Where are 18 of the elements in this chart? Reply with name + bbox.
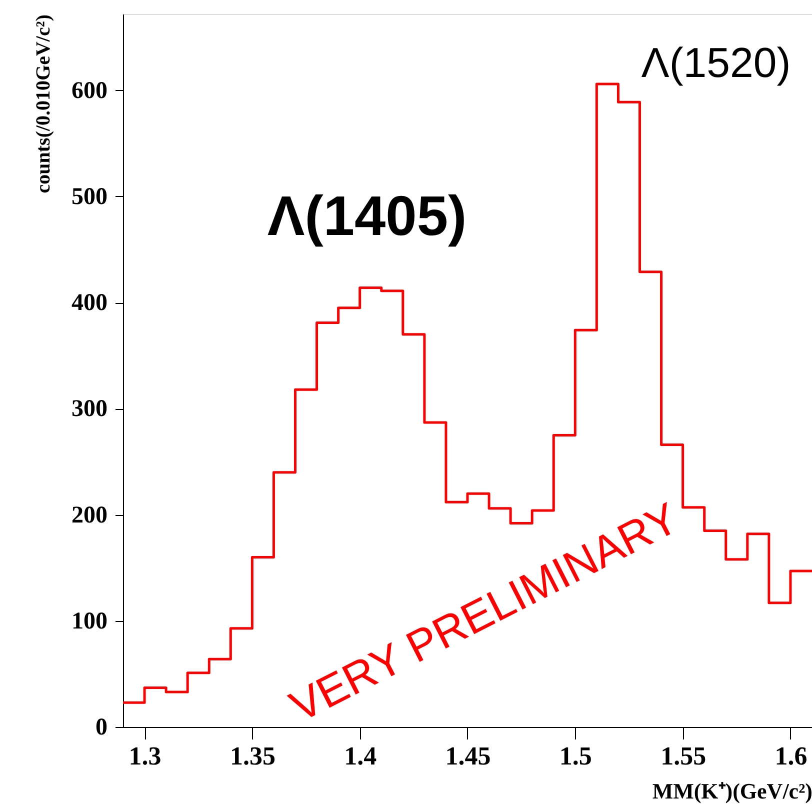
y-tick-label: 300: [72, 396, 108, 422]
x-tick-label: 1.6: [774, 742, 808, 770]
x-tick-label: 1.4: [344, 742, 377, 770]
y-tick-label: 500: [72, 184, 108, 210]
annotation: Λ(1520): [641, 39, 791, 86]
x-tick-label: 1.3: [128, 742, 162, 770]
y-tick-label: 400: [72, 290, 108, 316]
x-tick-label: 1.55: [660, 742, 706, 770]
y-tick-label: 0: [96, 714, 108, 740]
x-tick-label: 1.5: [559, 742, 592, 770]
y-tick-label: 600: [72, 78, 108, 104]
x-tick-label: 1.35: [230, 742, 276, 770]
y-tick-label: 200: [72, 502, 108, 528]
x-tick-label: 1.45: [445, 742, 491, 770]
x-axis-title: MM(K⁺)(GeV/c²): [652, 778, 812, 804]
y-axis-title: counts(/0.010GeV/c²): [32, 14, 54, 194]
y-tick-label: 100: [72, 608, 108, 634]
annotation: Λ(1405): [267, 184, 467, 247]
